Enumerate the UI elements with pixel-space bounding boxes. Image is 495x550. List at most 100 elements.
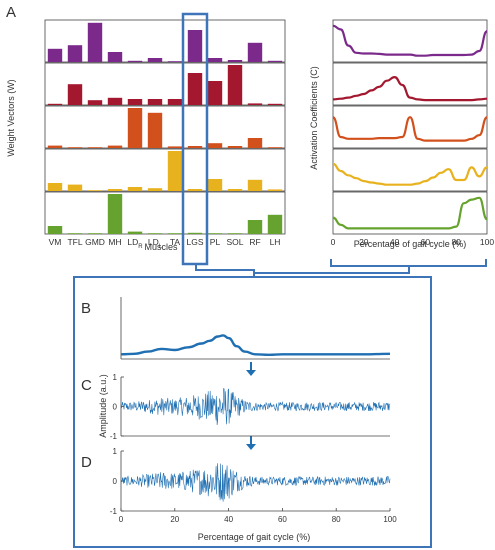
emg-y-tick-label: 1 (113, 447, 118, 456)
bar-RF (247, 42, 263, 62)
muscle-tick-sub: R (138, 244, 143, 250)
muscle-tick-label: MH (108, 237, 121, 247)
muscle-tick-label: LDR (127, 237, 143, 250)
bar-GMD (87, 22, 103, 62)
panel-label-c: C (81, 377, 92, 394)
bar-RF (247, 179, 263, 191)
bar-SOL (227, 146, 243, 148)
muscle-tick-label: PL (210, 237, 221, 247)
muscle-tick-main: SOL (226, 237, 243, 247)
bar-LGS (187, 30, 203, 62)
bar-LD_L (147, 112, 163, 148)
muscle-tick-label: LH (270, 237, 281, 247)
weight-row-frame (44, 105, 286, 149)
bar-LH (267, 189, 283, 191)
activation-x-tick: 20 (359, 237, 369, 247)
muscle-tick-label: LGS (186, 237, 203, 247)
bar-LD_R (127, 187, 143, 191)
emg-x-tick-label: 100 (383, 515, 397, 524)
amplitude-y-label: Amplitude (a.u.) (98, 374, 108, 438)
muscle-tick-label: VM (49, 237, 62, 247)
weight-row-frame (44, 19, 286, 63)
bar-LH (267, 214, 283, 234)
bar-PL (207, 233, 223, 234)
bar-LH (267, 60, 283, 62)
emg-y-tick-label: -1 (110, 432, 118, 441)
bar-LD_R (127, 60, 143, 62)
bar-VM (47, 103, 63, 105)
bar-VM (47, 183, 63, 191)
activation-curve (332, 116, 488, 142)
activation-x-tick: 100 (480, 237, 494, 247)
bar-TA (167, 99, 183, 105)
bar-LD_L (147, 233, 163, 234)
bar-VM (47, 145, 63, 148)
raw-emg-trace (120, 387, 391, 426)
weight-vectors-chart: VM TFL GMD MH LDR LDL TA LGS PL SOL RF LH (44, 12, 286, 266)
bar-TA (167, 151, 183, 191)
emg-y-tick-label: 1 (113, 373, 118, 382)
activation-row-frame (332, 148, 488, 192)
bar-LGS (187, 146, 203, 148)
activation-curve (332, 162, 488, 186)
activation-coefficients-chart: 0 20 40 60 80 100 (331, 19, 494, 247)
emg-panel-box (73, 276, 432, 548)
emg-x-tick-label: 40 (224, 515, 233, 524)
muscle-tick-main: MH (108, 237, 121, 247)
muscle-tick-label: TA (170, 237, 181, 247)
bar-SOL (227, 60, 243, 62)
bar-TFL (67, 147, 83, 148)
weight-row-frame (44, 191, 286, 235)
bar-TFL (67, 45, 83, 62)
muscle-tick-main: VM (49, 237, 62, 247)
bar-LGS (187, 189, 203, 191)
activation-row-frame (332, 105, 488, 149)
bar-VM (47, 226, 63, 234)
activation-curve (332, 75, 488, 102)
muscle-tick-label: SOL (226, 237, 243, 247)
bar-TA (167, 61, 183, 62)
bar-SOL (227, 233, 243, 234)
emg-y-tick-label: 0 (113, 477, 118, 486)
connector-brackets (73, 259, 487, 548)
bottom-x-label: Percentage of gait cycle (%) (198, 532, 311, 542)
emg-x-tick-label: 0 (119, 515, 124, 524)
activation-bracket (330, 259, 487, 267)
muscle-tick-main: TA (170, 237, 181, 247)
panel-label-a: A (6, 4, 16, 21)
muscle-tick-main: LH (270, 237, 281, 247)
bar-VM (47, 48, 63, 62)
bar-TA (167, 146, 183, 148)
raw-emg-trace (120, 463, 391, 502)
bar-GMD (87, 100, 103, 105)
muscle-tick-label: LDL (148, 237, 163, 250)
bar-MH (107, 145, 123, 148)
bar-RF (247, 138, 263, 148)
activation-curve (332, 24, 488, 57)
muscle-tick-main: TFL (67, 237, 82, 247)
muscle-tick-main: PL (210, 237, 221, 247)
bar-GMD (87, 147, 103, 148)
muscle-tick-sub: L (159, 244, 163, 250)
bar-SOL (227, 189, 243, 191)
arrow-c-to-d-head (246, 444, 256, 450)
bar-PL (207, 143, 223, 148)
bar-SOL (227, 65, 243, 105)
bar-TFL (67, 233, 83, 234)
activation-coefficients-x-label: Percentage of gait cycle (%) (354, 239, 467, 249)
bar-RF (247, 220, 263, 234)
bar-LD_L (147, 58, 163, 62)
muscle-tick-label: GMD (85, 237, 105, 247)
muscle-tick-main: RF (249, 237, 260, 247)
bar-TA (167, 233, 183, 234)
activation-row-frame (332, 19, 488, 63)
activation-x-tick: 60 (421, 237, 431, 247)
bar-PL (207, 81, 223, 105)
bar-RF (247, 103, 263, 105)
connector-activation-to-panel (254, 266, 410, 274)
bar-GMD (87, 190, 103, 191)
bar-TFL (67, 184, 83, 191)
muscle-tick-main: GMD (85, 237, 105, 247)
